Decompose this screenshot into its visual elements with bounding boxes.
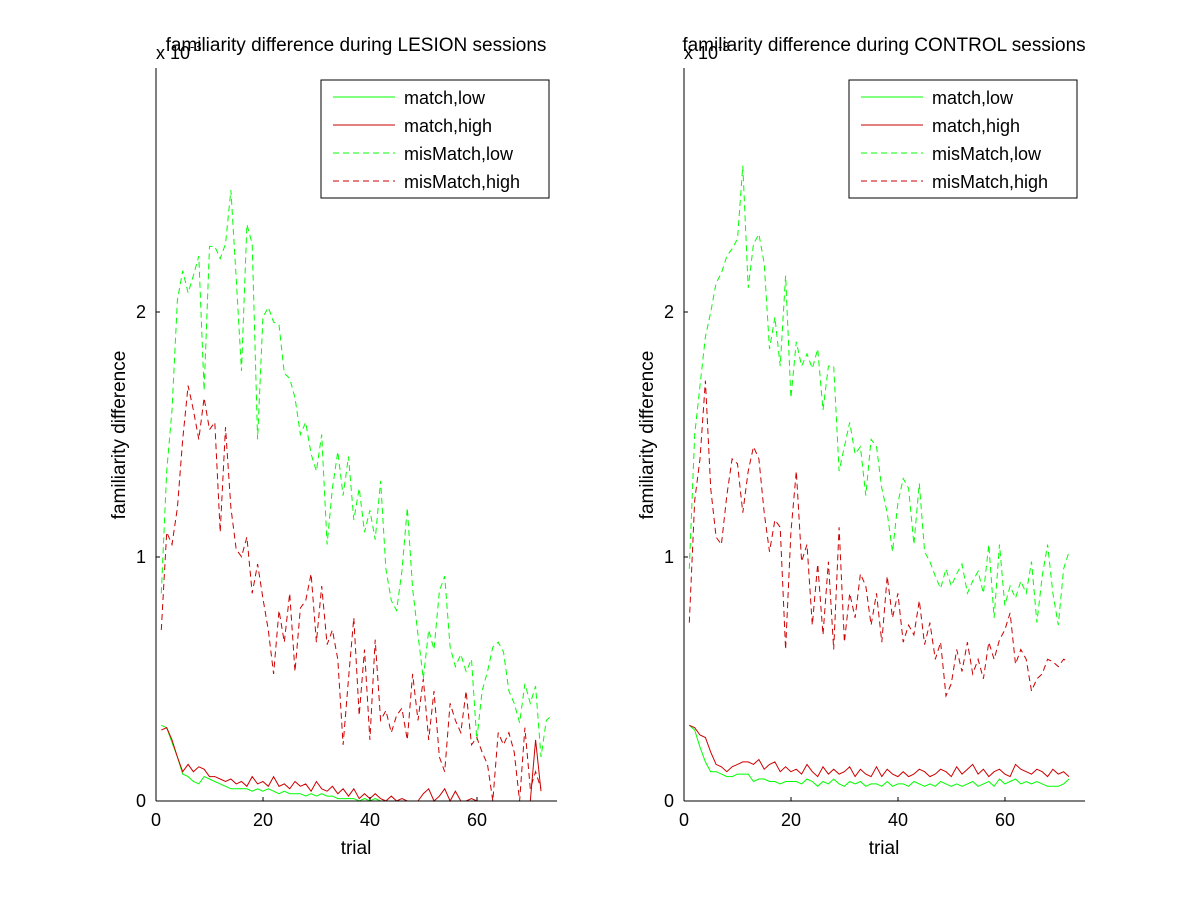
control-legend-label: match,high <box>932 116 1020 136</box>
lesion-y-axis-label: familiarity difference <box>109 351 130 520</box>
control-y-tick-label: 0 <box>664 791 674 811</box>
control-series-line-match-high <box>689 724 1070 778</box>
lesion-y-tick-label: 2 <box>136 302 146 322</box>
lesion-series-line-mismatch-low <box>160 190 553 758</box>
control-x-tick-label: 20 <box>781 810 801 830</box>
control-legend: match,low match,high misMatch,low misMat… <box>848 79 1078 199</box>
lesion-series-line-mismatch-high <box>160 385 542 802</box>
control-x-tick-label: 60 <box>995 810 1015 830</box>
control-chart: 0 20 40 60 0 1 2 x 10-3 familiarity diff… <box>637 35 1086 859</box>
control-x-tick-label: 0 <box>679 810 689 830</box>
lesion-x-ticks: 0 20 40 60 <box>151 797 487 830</box>
lesion-x-tick-label: 60 <box>467 810 487 830</box>
control-plot-lines <box>688 165 1070 788</box>
lesion-x-tick-label: 40 <box>360 810 380 830</box>
control-x-ticks: 0 20 40 60 <box>679 797 1015 830</box>
control-series-line-mismatch-high <box>688 380 1070 698</box>
control-x-tick-label: 40 <box>888 810 908 830</box>
lesion-y-tick-label: 1 <box>136 547 146 567</box>
lesion-legend-label: match,high <box>404 116 492 136</box>
lesion-x-tick-label: 20 <box>253 810 273 830</box>
lesion-y-ticks: 0 1 2 <box>136 302 160 811</box>
control-x-axis-label: trial <box>869 838 900 859</box>
control-legend-label: match,low <box>932 88 1014 108</box>
lesion-legend-label: misMatch,high <box>404 172 520 192</box>
lesion-legend-label: match,low <box>404 88 486 108</box>
lesion-legend-box <box>320 79 550 199</box>
lesion-exponent-power: -3 <box>190 39 202 54</box>
lesion-exponent-label: x 10-3 <box>156 39 202 63</box>
control-y-tick-label: 1 <box>664 547 674 567</box>
control-exponent-label: x 10-3 <box>684 39 730 63</box>
control-exponent-base: x 10 <box>684 43 718 63</box>
control-series-line-match-low <box>688 724 1070 788</box>
control-legend-label: misMatch,high <box>932 172 1048 192</box>
lesion-series-line-match-low <box>161 724 418 802</box>
lesion-x-axis-label: trial <box>341 838 372 859</box>
control-legend-label: misMatch,low <box>932 144 1042 164</box>
lesion-chart: 0 20 40 60 0 1 2 x 10-3 familiarity diff… <box>109 35 557 859</box>
control-y-tick-label: 2 <box>664 302 674 322</box>
control-exponent-power: -3 <box>718 39 730 54</box>
control-series-line-mismatch-low <box>688 165 1070 626</box>
lesion-x-tick-label: 0 <box>151 810 161 830</box>
lesion-legend-label: misMatch,low <box>404 144 514 164</box>
control-y-ticks: 0 1 2 <box>664 302 688 811</box>
lesion-chart-title: familiarity difference during LESION ses… <box>166 35 547 56</box>
control-y-axis-label: familiarity difference <box>637 351 658 520</box>
control-chart-title: familiarity difference during CONTROL se… <box>682 35 1085 56</box>
control-legend-box <box>848 79 1078 199</box>
lesion-y-tick-label: 0 <box>136 791 146 811</box>
lesion-legend: match,low match,high misMatch,low misMat… <box>320 79 550 199</box>
lesion-exponent-base: x 10 <box>156 43 190 63</box>
